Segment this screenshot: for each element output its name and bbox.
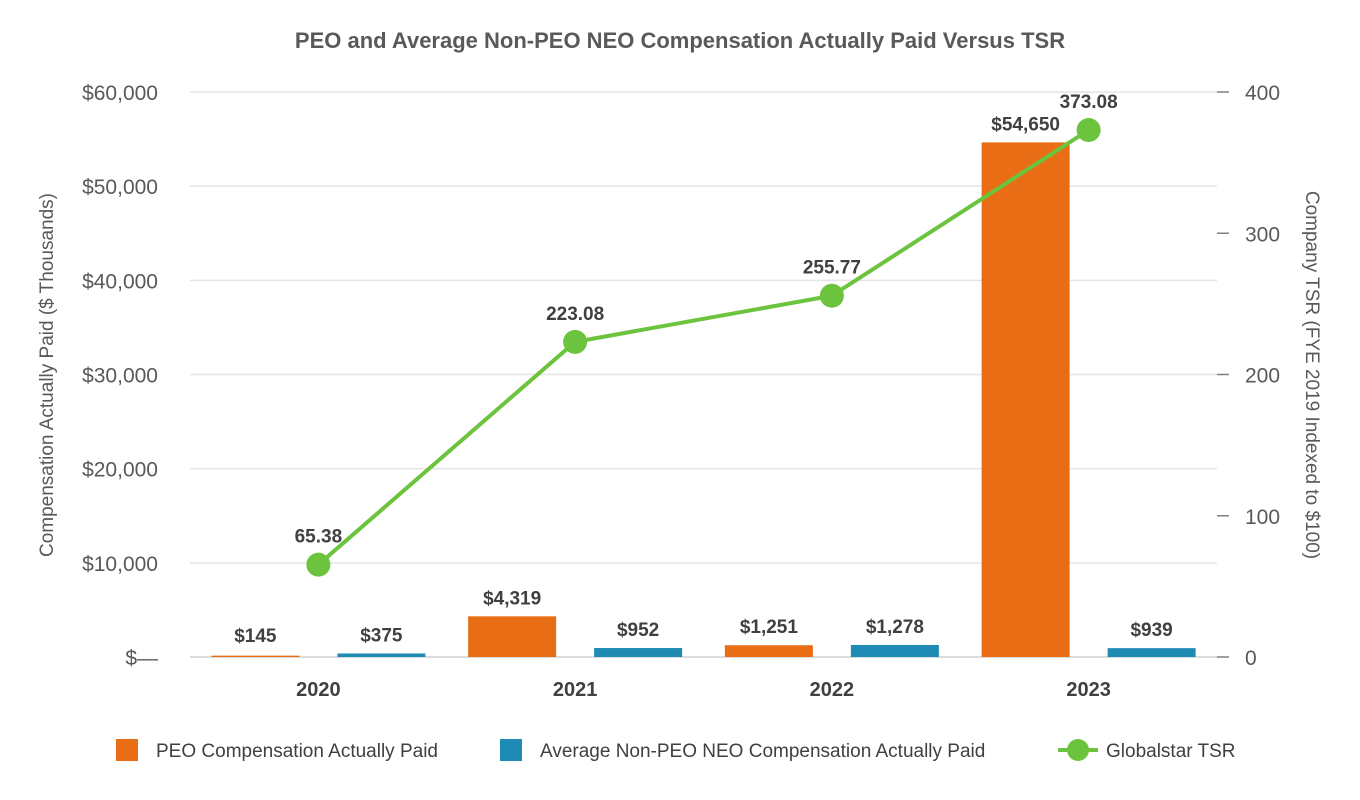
tsr-point-2020 (306, 552, 331, 577)
non-peo-bar-label-2023: $939 (1130, 620, 1172, 641)
non-peo-bar-label-2022: $1,278 (866, 617, 924, 638)
tsr-point-label-2020: 65.38 (295, 527, 343, 548)
left-tick-label: $60,000 (82, 82, 158, 105)
legend-swatch-peo (116, 739, 138, 761)
left-tick-label: $10,000 (82, 553, 158, 576)
peo-bar-2020 (211, 655, 300, 657)
chart-title: PEO and Average Non-PEO NEO Compensation… (295, 28, 1065, 53)
left-axis-ticks: $— $10,000 $20,000 $30,000 $40,000 $50,000 $60… (82, 82, 158, 670)
non-peo-bar-2023 (1107, 648, 1196, 657)
non-peo-bar-2021 (594, 648, 683, 657)
tsr-point-2021 (563, 329, 588, 354)
tsr-point-label-2021: 223.08 (546, 304, 604, 325)
left-tick-label: $50,000 (82, 176, 158, 199)
peo-bar-2023 (981, 142, 1070, 658)
legend-swatch-tsr-marker (1067, 739, 1089, 761)
non-peo-bar-label-2021: $952 (617, 620, 659, 641)
right-axis-ticks: 0 100 200 300 400 (1217, 82, 1280, 670)
peo-bar-label-2021: $4,319 (483, 588, 541, 609)
right-axis-title: Company TSR (FYE 2019 Indexed to $100) (1301, 191, 1322, 559)
legend-label-non-peo: Average Non-PEO NEO Compensation Actuall… (540, 741, 985, 762)
peo-bar-label-2022: $1,251 (740, 617, 799, 638)
bar-data-labels: $145 $4,319 $1,251 $54,650 $375 $952 $1,278 $93… (234, 114, 1173, 647)
peo-bar-2022 (724, 645, 813, 657)
legend-swatch-non-peo (500, 739, 522, 761)
non-peo-bar-label-2020: $375 (360, 625, 403, 646)
category-labels: 2020 2021 2022 2023 (296, 679, 1111, 701)
legend-label-tsr: Globalstar TSR (1106, 741, 1236, 762)
legend: PEO Compensation Actually Paid Average No… (116, 739, 1236, 762)
right-tick-label: 200 (1245, 365, 1280, 388)
left-tick-label: $20,000 (82, 459, 158, 482)
peo-bar-2021 (468, 616, 557, 657)
peo-bar-label-2020: $145 (234, 626, 277, 647)
right-tick-label: 300 (1245, 223, 1280, 246)
tsr-point-label-2023: 373.08 (1060, 92, 1118, 113)
category-label-2023: 2023 (1066, 679, 1111, 701)
tsr-line-layer: 65.38 223.08 255.77 373.08 (295, 92, 1118, 577)
bars (211, 142, 1196, 658)
tsr-point-label-2022: 255.77 (803, 258, 861, 279)
left-tick-label: $30,000 (82, 365, 158, 388)
grid-lines (190, 91, 1217, 658)
non-peo-bar-2020 (337, 653, 426, 657)
left-tick-label: $— (125, 647, 158, 670)
right-tick-label: 0 (1245, 647, 1257, 670)
tsr-point-2023 (1076, 118, 1101, 143)
left-tick-label: $40,000 (82, 270, 158, 293)
right-tick-label: 100 (1245, 506, 1280, 529)
peo-bar-label-2023: $54,650 (991, 114, 1060, 135)
non-peo-bar-2022 (850, 644, 939, 657)
legend-label-peo: PEO Compensation Actually Paid (156, 741, 438, 762)
left-axis-title: Compensation Actually Paid ($ Thousands) (37, 193, 58, 557)
tsr-line (317, 128, 1090, 567)
right-tick-label: 400 (1245, 82, 1280, 105)
category-label-2021: 2021 (553, 679, 598, 701)
tsr-point-2022 (819, 283, 844, 308)
category-label-2022: 2022 (810, 679, 855, 701)
category-label-2020: 2020 (296, 679, 341, 701)
